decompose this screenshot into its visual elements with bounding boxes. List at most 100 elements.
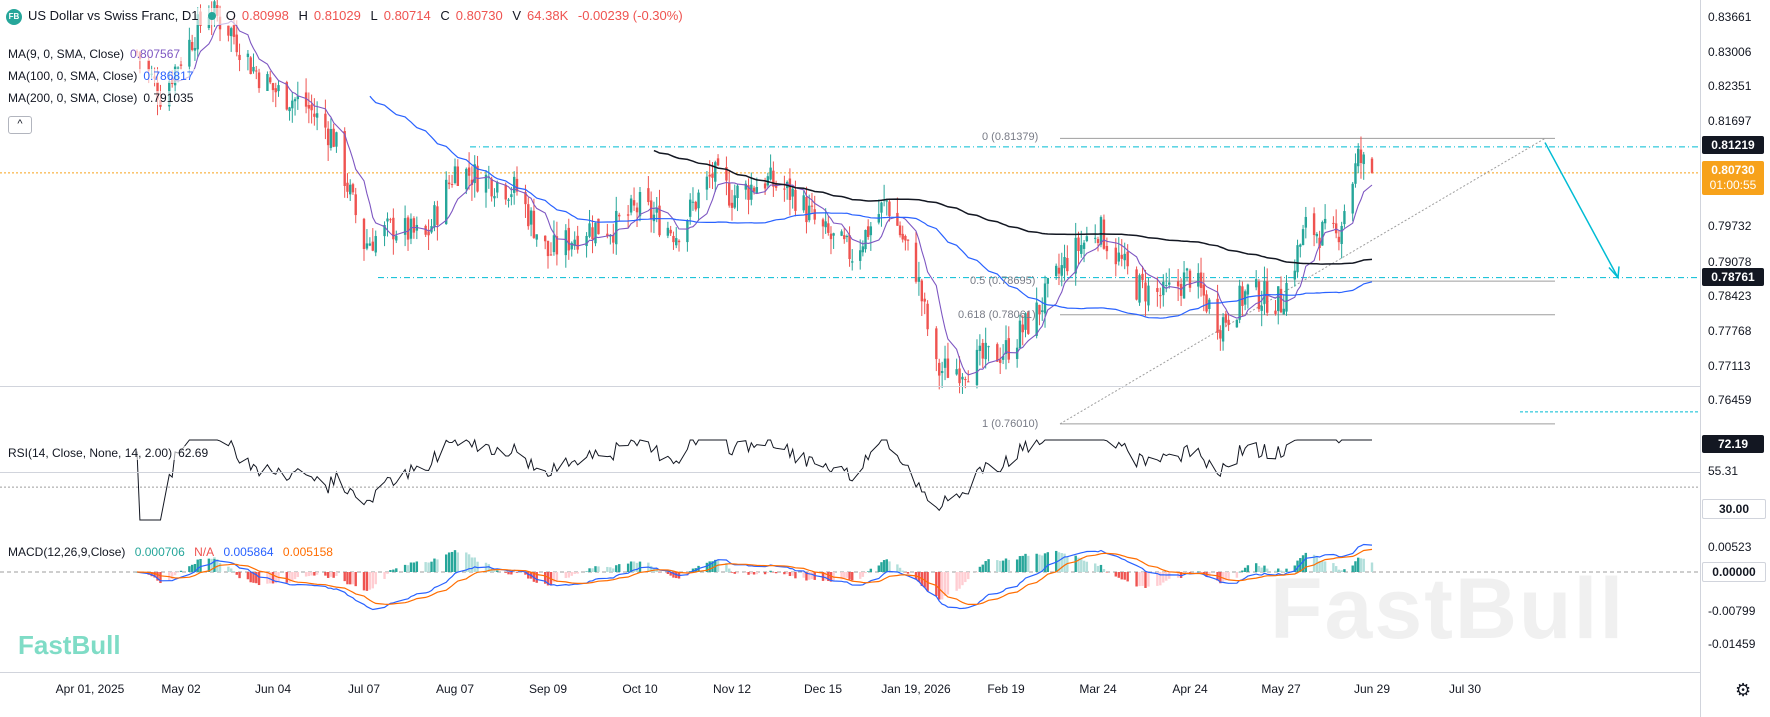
fib-level-1-label: 1 (0.76010) (982, 418, 1039, 430)
candle-body (1199, 272, 1203, 288)
candle-body (1208, 299, 1211, 309)
candle-body (1182, 272, 1186, 299)
macd-histogram-bar (188, 566, 191, 572)
candle-body (629, 198, 633, 213)
macd-histogram-bar (343, 572, 346, 582)
symbol-title[interactable]: US Dollar vs Swiss Franc, D1 (28, 8, 199, 23)
macd-histogram-bar (1041, 555, 1044, 572)
macd-histogram-bar (179, 570, 183, 572)
candle-body (549, 254, 553, 256)
candle-body (1334, 223, 1338, 234)
candle-body (938, 362, 941, 376)
macd-histogram-bar (869, 568, 873, 572)
candle-body (570, 242, 573, 250)
candle-body (675, 238, 678, 246)
candle-body (1277, 286, 1280, 312)
candle-body (543, 235, 547, 242)
candle-body (288, 107, 291, 112)
candle-body (1185, 268, 1189, 271)
candle-body (688, 199, 692, 217)
macd-histogram-bar (1144, 572, 1147, 588)
legend-collapse-button[interactable]: ^ (8, 116, 32, 134)
macd-histogram-bar (507, 572, 510, 575)
candle-body (176, 67, 180, 69)
macd-histogram-bar (433, 558, 436, 572)
candle-body (885, 200, 888, 202)
macd-histogram-bar (728, 568, 731, 572)
macd-histogram-bar (888, 561, 891, 572)
gear-icon[interactable]: ⚙ (1735, 680, 1752, 700)
fib-trend-line (1059, 137, 1546, 425)
macd-legend[interactable]: MACD(12,26,9,Close) 0.000706 N/A 0.00586… (8, 545, 339, 559)
candle-body (705, 176, 709, 190)
candle-body (827, 223, 830, 233)
macd-histogram-bar (406, 565, 410, 572)
macd-histogram-bar (1277, 568, 1280, 572)
candle-body (304, 92, 308, 107)
macd-histogram-bar (864, 572, 867, 574)
candle-body (179, 64, 183, 66)
ma200-legend[interactable]: MA(200, 0, SMA, Close) 0.791035 (8, 91, 200, 105)
macd-histogram-bar (975, 572, 979, 573)
candle-body (504, 184, 507, 200)
macd-histogram-bar (190, 564, 194, 572)
macd-histogram-bar (1323, 561, 1327, 572)
macd-histogram-bar (1165, 572, 1168, 581)
macd-histogram-bar (487, 564, 491, 572)
candle-body (711, 173, 714, 178)
ma100-legend[interactable]: MA(100, 0, SMA, Close) 0.786817 (8, 69, 200, 83)
candle-body (444, 179, 448, 225)
macd-histogram-bar (173, 572, 177, 576)
time-tick: Nov 12 (712, 682, 752, 696)
ma9-legend[interactable]: MA(9, 0, SMA, Close) 0.807567 (8, 47, 187, 61)
macd-histogram-bar (232, 571, 236, 572)
candle-body (1074, 237, 1077, 274)
candle-body (555, 236, 559, 255)
macd-histogram-bar (430, 561, 433, 572)
candle-body (1224, 313, 1228, 323)
macd-histogram-bar (845, 572, 849, 578)
candle-body (490, 178, 493, 197)
fib-level-0-label: 0 (0.81379) (982, 131, 1039, 143)
macd-histogram-bar (1046, 552, 1050, 572)
macd-histogram-bar (1147, 572, 1150, 587)
candle-body (1343, 211, 1346, 225)
macd-histogram-bar (409, 562, 413, 572)
macd-histogram-bar (906, 572, 910, 574)
candle-body (1321, 221, 1324, 246)
macd-histogram-bar (824, 572, 827, 581)
macd-histogram-bar (315, 572, 319, 575)
candle-body (326, 128, 330, 146)
macd-histogram-bar (1238, 571, 1241, 573)
candle-body (493, 196, 496, 199)
macd-histogram-bar (1296, 560, 1299, 572)
price-chart[interactable] (0, 0, 1700, 717)
candle-body (752, 187, 756, 192)
macd-histogram-bar (493, 570, 496, 572)
macd-histogram-bar (470, 557, 474, 572)
candle-body (567, 227, 570, 251)
rsi-legend[interactable]: RSI(14, Close, None, 14, 2.00) 62.69 (8, 446, 215, 460)
candle-body (512, 176, 516, 193)
candle-body (351, 184, 355, 193)
candle-body (147, 59, 150, 71)
candle-body (1279, 288, 1283, 313)
macd-na-value: N/A (194, 545, 215, 559)
macd-histogram-bar (1007, 559, 1010, 572)
candle-body (529, 210, 533, 225)
candle-body (374, 236, 377, 253)
macd-histogram-bar (805, 572, 808, 581)
macd-histogram-bar (736, 572, 739, 574)
change-value: -0.00239 (-0.30%) (577, 8, 683, 23)
macd-histogram-bar (774, 572, 778, 574)
candle-body (697, 192, 700, 209)
candle-body (465, 168, 468, 190)
candle-body (1096, 239, 1100, 243)
macd-histogram-bar (368, 572, 372, 590)
macd-histogram-bar (904, 572, 907, 573)
price-axis[interactable] (1700, 0, 1770, 717)
ma9-line (171, 20, 1373, 376)
macd-histogram-bar (688, 571, 692, 572)
macd-histogram-bar (791, 572, 794, 576)
macd-histogram-bar (564, 572, 568, 579)
